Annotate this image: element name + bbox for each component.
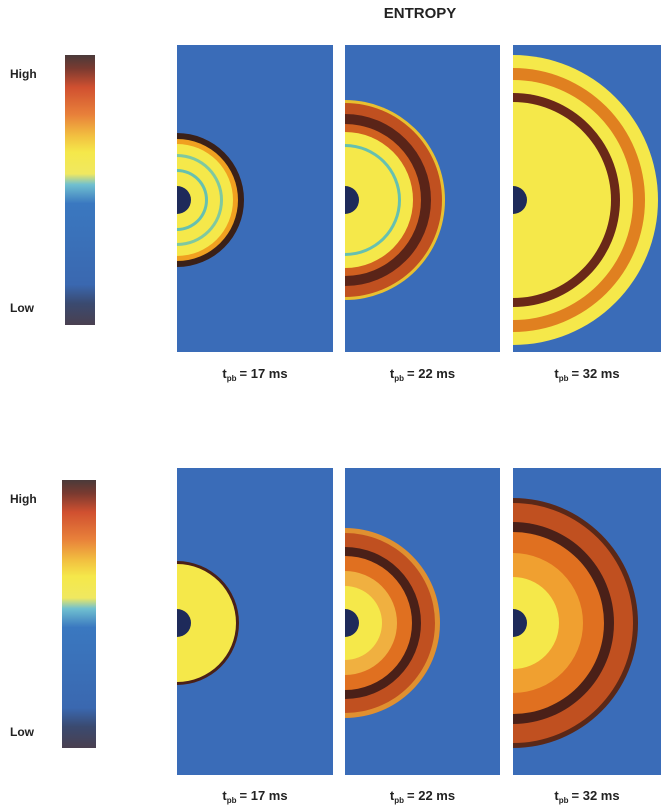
- caption-symbol: t: [222, 366, 227, 381]
- panel-caption: tpb = 22 ms: [390, 366, 455, 383]
- entropy-ring: [177, 564, 236, 682]
- caption-subscript: pb: [559, 796, 569, 805]
- figure-title: ENTROPY: [384, 5, 457, 22]
- caption-subscript: pb: [559, 374, 569, 383]
- entropy-ring: [345, 186, 359, 214]
- simulation-panel: [513, 45, 661, 352]
- caption-value: = 22 ms: [407, 366, 455, 381]
- colorbar-high-label: High: [10, 67, 37, 81]
- simulation-panel: [177, 468, 333, 775]
- panel-caption: tpb = 17 ms: [222, 788, 287, 805]
- entropy-ring: [345, 147, 398, 253]
- colorbar: [62, 480, 96, 748]
- entropy-ring: [513, 577, 559, 669]
- caption-symbol: t: [390, 788, 395, 803]
- panel-caption: tpb = 32 ms: [554, 788, 619, 805]
- panel-caption: tpb = 17 ms: [222, 366, 287, 383]
- colorbar-low-label: Low: [10, 301, 35, 315]
- colorbar-low-label: Low: [10, 725, 35, 739]
- panel-caption: tpb = 32 ms: [554, 366, 619, 383]
- caption-subscript: pb: [227, 374, 237, 383]
- caption-subscript: pb: [394, 796, 404, 805]
- simulation-panel: [513, 468, 661, 775]
- caption-subscript: pb: [227, 796, 237, 805]
- entropy-ring: [513, 609, 527, 637]
- caption-symbol: t: [554, 788, 559, 803]
- caption-symbol: t: [390, 366, 395, 381]
- colorbar: [65, 55, 95, 325]
- caption-symbol: t: [222, 788, 227, 803]
- entropy-ring: [345, 586, 382, 660]
- simulation-panel: [345, 45, 500, 352]
- caption-subscript: pb: [394, 374, 404, 383]
- caption-value: = 17 ms: [240, 788, 288, 803]
- entropy-ring: [345, 609, 359, 637]
- entropy-ring: [513, 186, 527, 214]
- entropy-ring: [177, 609, 191, 637]
- simulation-panel: [177, 45, 333, 352]
- colorbar-high-label: High: [10, 492, 37, 506]
- caption-value: = 22 ms: [407, 788, 455, 803]
- panel-caption: tpb = 22 ms: [390, 788, 455, 805]
- caption-value: = 32 ms: [572, 366, 620, 381]
- simulation-panel: [345, 468, 500, 775]
- entropy-ring: [177, 186, 191, 214]
- caption-symbol: t: [554, 366, 559, 381]
- caption-value: = 32 ms: [572, 788, 620, 803]
- entropy-ring: [513, 102, 611, 298]
- caption-value: = 17 ms: [240, 366, 288, 381]
